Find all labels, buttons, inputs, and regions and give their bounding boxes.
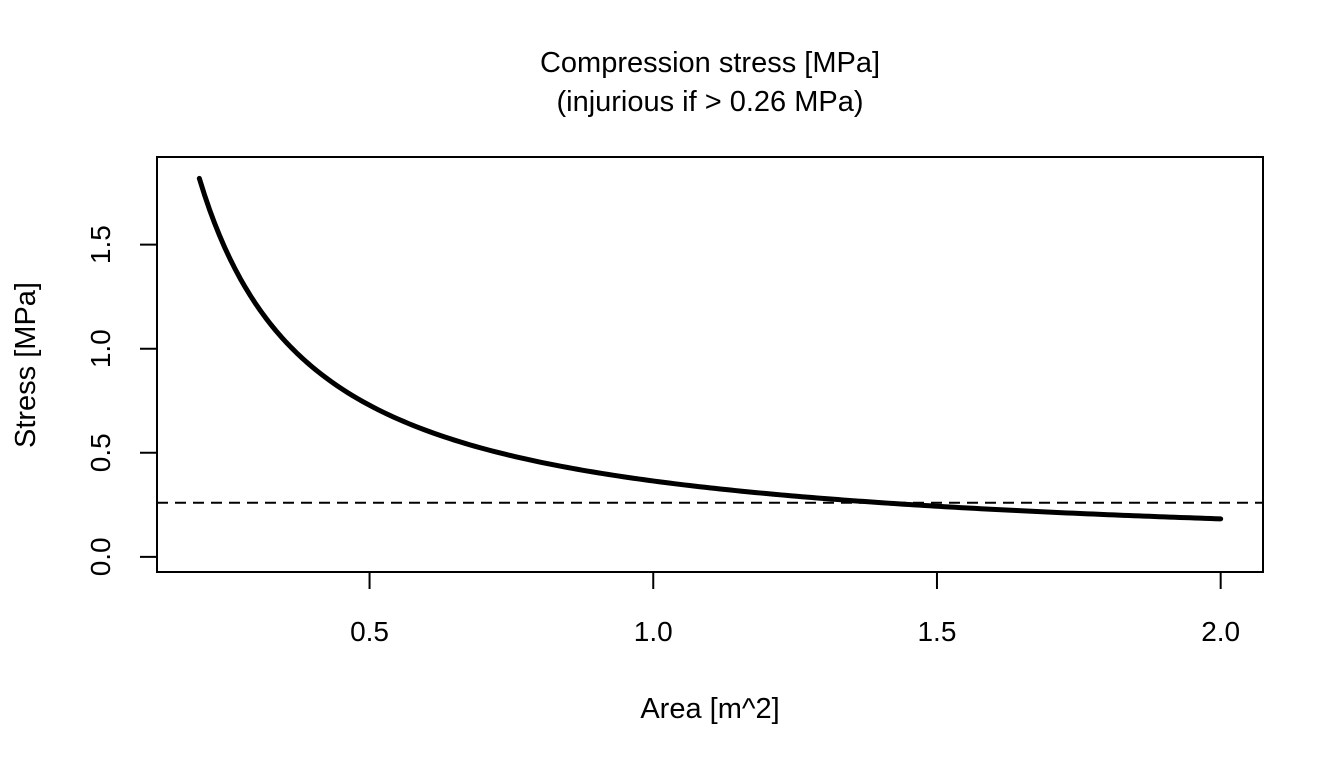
chart-subtitle: (injurious if > 0.26 MPa): [556, 86, 863, 118]
x-tick-label: 0.5: [350, 616, 389, 647]
x-axis: 0.5 1.0 1.5 2.0: [350, 571, 1240, 647]
series-line: [196, 175, 1224, 522]
y-axis: 0.0 0.5 1.0 1.5: [85, 225, 158, 576]
x-tick-label: 1.5: [917, 616, 956, 647]
x-tick-label: 1.0: [634, 616, 673, 647]
x-tick-label: 2.0: [1201, 616, 1240, 647]
chart-title: Compression stress [MPa]: [540, 47, 880, 79]
y-tick-label: 1.5: [85, 225, 116, 264]
y-tick-label: 1.0: [85, 329, 116, 368]
y-tick-label: 0.0: [85, 537, 116, 576]
y-tick-label: 0.5: [85, 433, 116, 472]
x-axis-title: Area [m^2]: [640, 693, 779, 725]
plot-frame: [156, 156, 1264, 573]
y-axis-title: Stress [MPa]: [10, 282, 42, 448]
